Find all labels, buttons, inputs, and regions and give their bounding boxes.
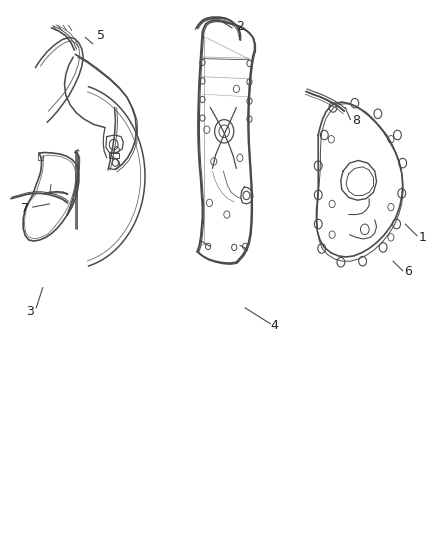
Text: 3: 3: [26, 305, 34, 318]
Text: 7: 7: [21, 201, 29, 215]
Text: 6: 6: [404, 265, 412, 278]
Text: 4: 4: [271, 319, 279, 333]
Text: 1: 1: [419, 231, 427, 244]
Text: 8: 8: [352, 114, 360, 127]
Text: 5: 5: [97, 29, 105, 42]
Text: 2: 2: [236, 20, 244, 34]
